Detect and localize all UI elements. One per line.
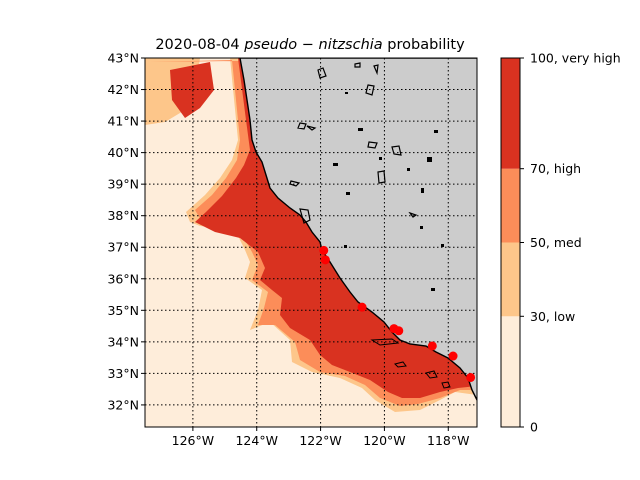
sample-site-marker: [448, 351, 458, 361]
lon-tick-label: 118°W: [427, 433, 469, 448]
sample-site-marker: [320, 255, 330, 265]
map-panel: [145, 58, 477, 427]
island: [394, 361, 407, 368]
lat-tick-label: 37°N: [107, 240, 139, 255]
sample-site-marker: [466, 372, 476, 382]
lat-tick-label: 40°N: [107, 145, 139, 160]
title-suffix: probability: [387, 37, 465, 53]
lon-tick-label: 124°W: [235, 433, 277, 448]
island: [425, 370, 438, 379]
lat-tick-label: 38°N: [107, 208, 139, 223]
colorbar: 100, very high 70, high 50, med 30, low 0: [500, 51, 621, 435]
lat-tick-label: 35°N: [107, 303, 139, 318]
colorbar-segment: [501, 316, 520, 427]
colorbar-tick-label: 50, med: [530, 235, 582, 250]
lat-tick-label: 33°N: [107, 366, 139, 381]
inland-lakes: [289, 62, 418, 224]
colorbar-tick-label: 30, low: [530, 309, 575, 324]
gridlines: [145, 58, 477, 427]
sample-site-marker: [427, 341, 437, 351]
sample-site-marker: [394, 326, 404, 336]
colorbar-tick-label: 100, very high: [530, 51, 621, 66]
sample-site-marker: [319, 245, 329, 255]
sample-site-marker: [357, 302, 367, 312]
lat-tick-label: 39°N: [107, 177, 139, 192]
lat-tick-label: 43°N: [107, 51, 139, 66]
sample-sites: [319, 245, 476, 382]
island: [441, 381, 451, 389]
colorbar-segment: [501, 168, 520, 243]
lon-tick-label: 120°W: [363, 433, 405, 448]
lon-tick-label: 126°W: [172, 433, 214, 448]
inland-lake-marks: [333, 92, 444, 291]
lat-tick-label: 36°N: [107, 271, 139, 286]
colorbar-tick-label: 70, high: [530, 161, 581, 176]
lat-tick-label: 41°N: [107, 114, 139, 129]
land-area: [239, 58, 477, 401]
title-species: pseudo − nitzschia: [243, 37, 382, 53]
map-frame: [144, 57, 478, 428]
lat-tick-label: 34°N: [107, 334, 139, 349]
colorbar-segment: [501, 58, 520, 169]
lat-tick-label: 32°N: [107, 397, 139, 412]
contour-very-high-north: [170, 62, 214, 118]
latitude-axis: 43°N 42°N 41°N 40°N 39°N 38°N 37°N 36°N 35°N 34°N…: [107, 51, 145, 412]
colorbar-tick-label: 0: [530, 420, 538, 435]
longitude-axis: 126°W 124°W 122°W 120°W 118°W: [172, 427, 470, 448]
title-date: 2020-08-04: [155, 37, 239, 53]
map-title: 2020-08-04 pseudo − nitzschia probabilit…: [155, 37, 465, 53]
lon-tick-label: 122°W: [299, 433, 341, 448]
lat-tick-label: 42°N: [107, 82, 139, 97]
colorbar-segment: [501, 242, 520, 317]
